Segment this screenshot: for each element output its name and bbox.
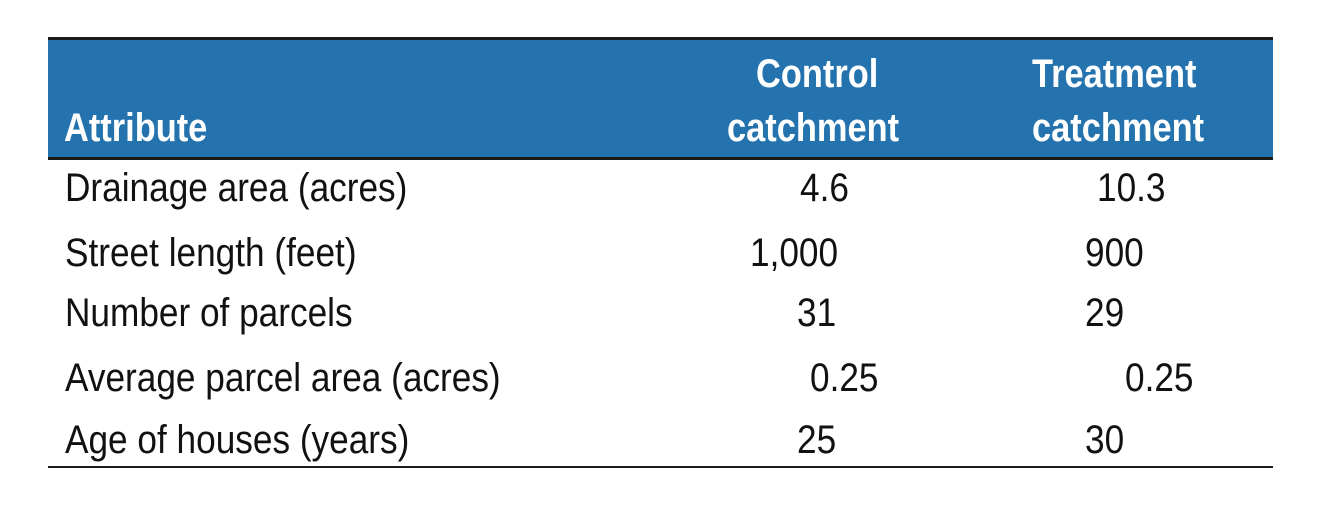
header-attribute: Attribute xyxy=(64,106,208,150)
control-cell: 0.25 xyxy=(810,356,879,400)
treatment-cell: 900 xyxy=(1085,231,1144,275)
treatment-cell: 10.3 xyxy=(1097,166,1166,210)
control-cell: 25 xyxy=(797,418,837,462)
header-treatment-line1: Treatment xyxy=(1032,52,1197,96)
header-treatment-line2: catchment xyxy=(1032,106,1205,150)
attribute-cell: Drainage area (acres) xyxy=(65,166,408,210)
attribute-cell: Age of houses (years) xyxy=(65,418,410,462)
header-control-line1: Control xyxy=(756,52,879,96)
treatment-cell: 29 xyxy=(1085,291,1125,335)
treatment-cell: 0.25 xyxy=(1125,356,1194,400)
table-bottom-rule xyxy=(48,466,1273,468)
table-header: Attribute Control catchment Treatment ca… xyxy=(48,37,1273,160)
header-control-line2: catchment xyxy=(727,106,900,150)
attribute-cell: Street length (feet) xyxy=(65,231,357,275)
control-cell: 1,000 xyxy=(750,231,839,275)
treatment-cell: 30 xyxy=(1085,418,1125,462)
attribute-cell: Number of parcels xyxy=(65,291,353,335)
control-cell: 4.6 xyxy=(800,166,849,210)
control-cell: 31 xyxy=(797,291,837,335)
attribute-cell: Average parcel area (acres) xyxy=(65,356,501,400)
